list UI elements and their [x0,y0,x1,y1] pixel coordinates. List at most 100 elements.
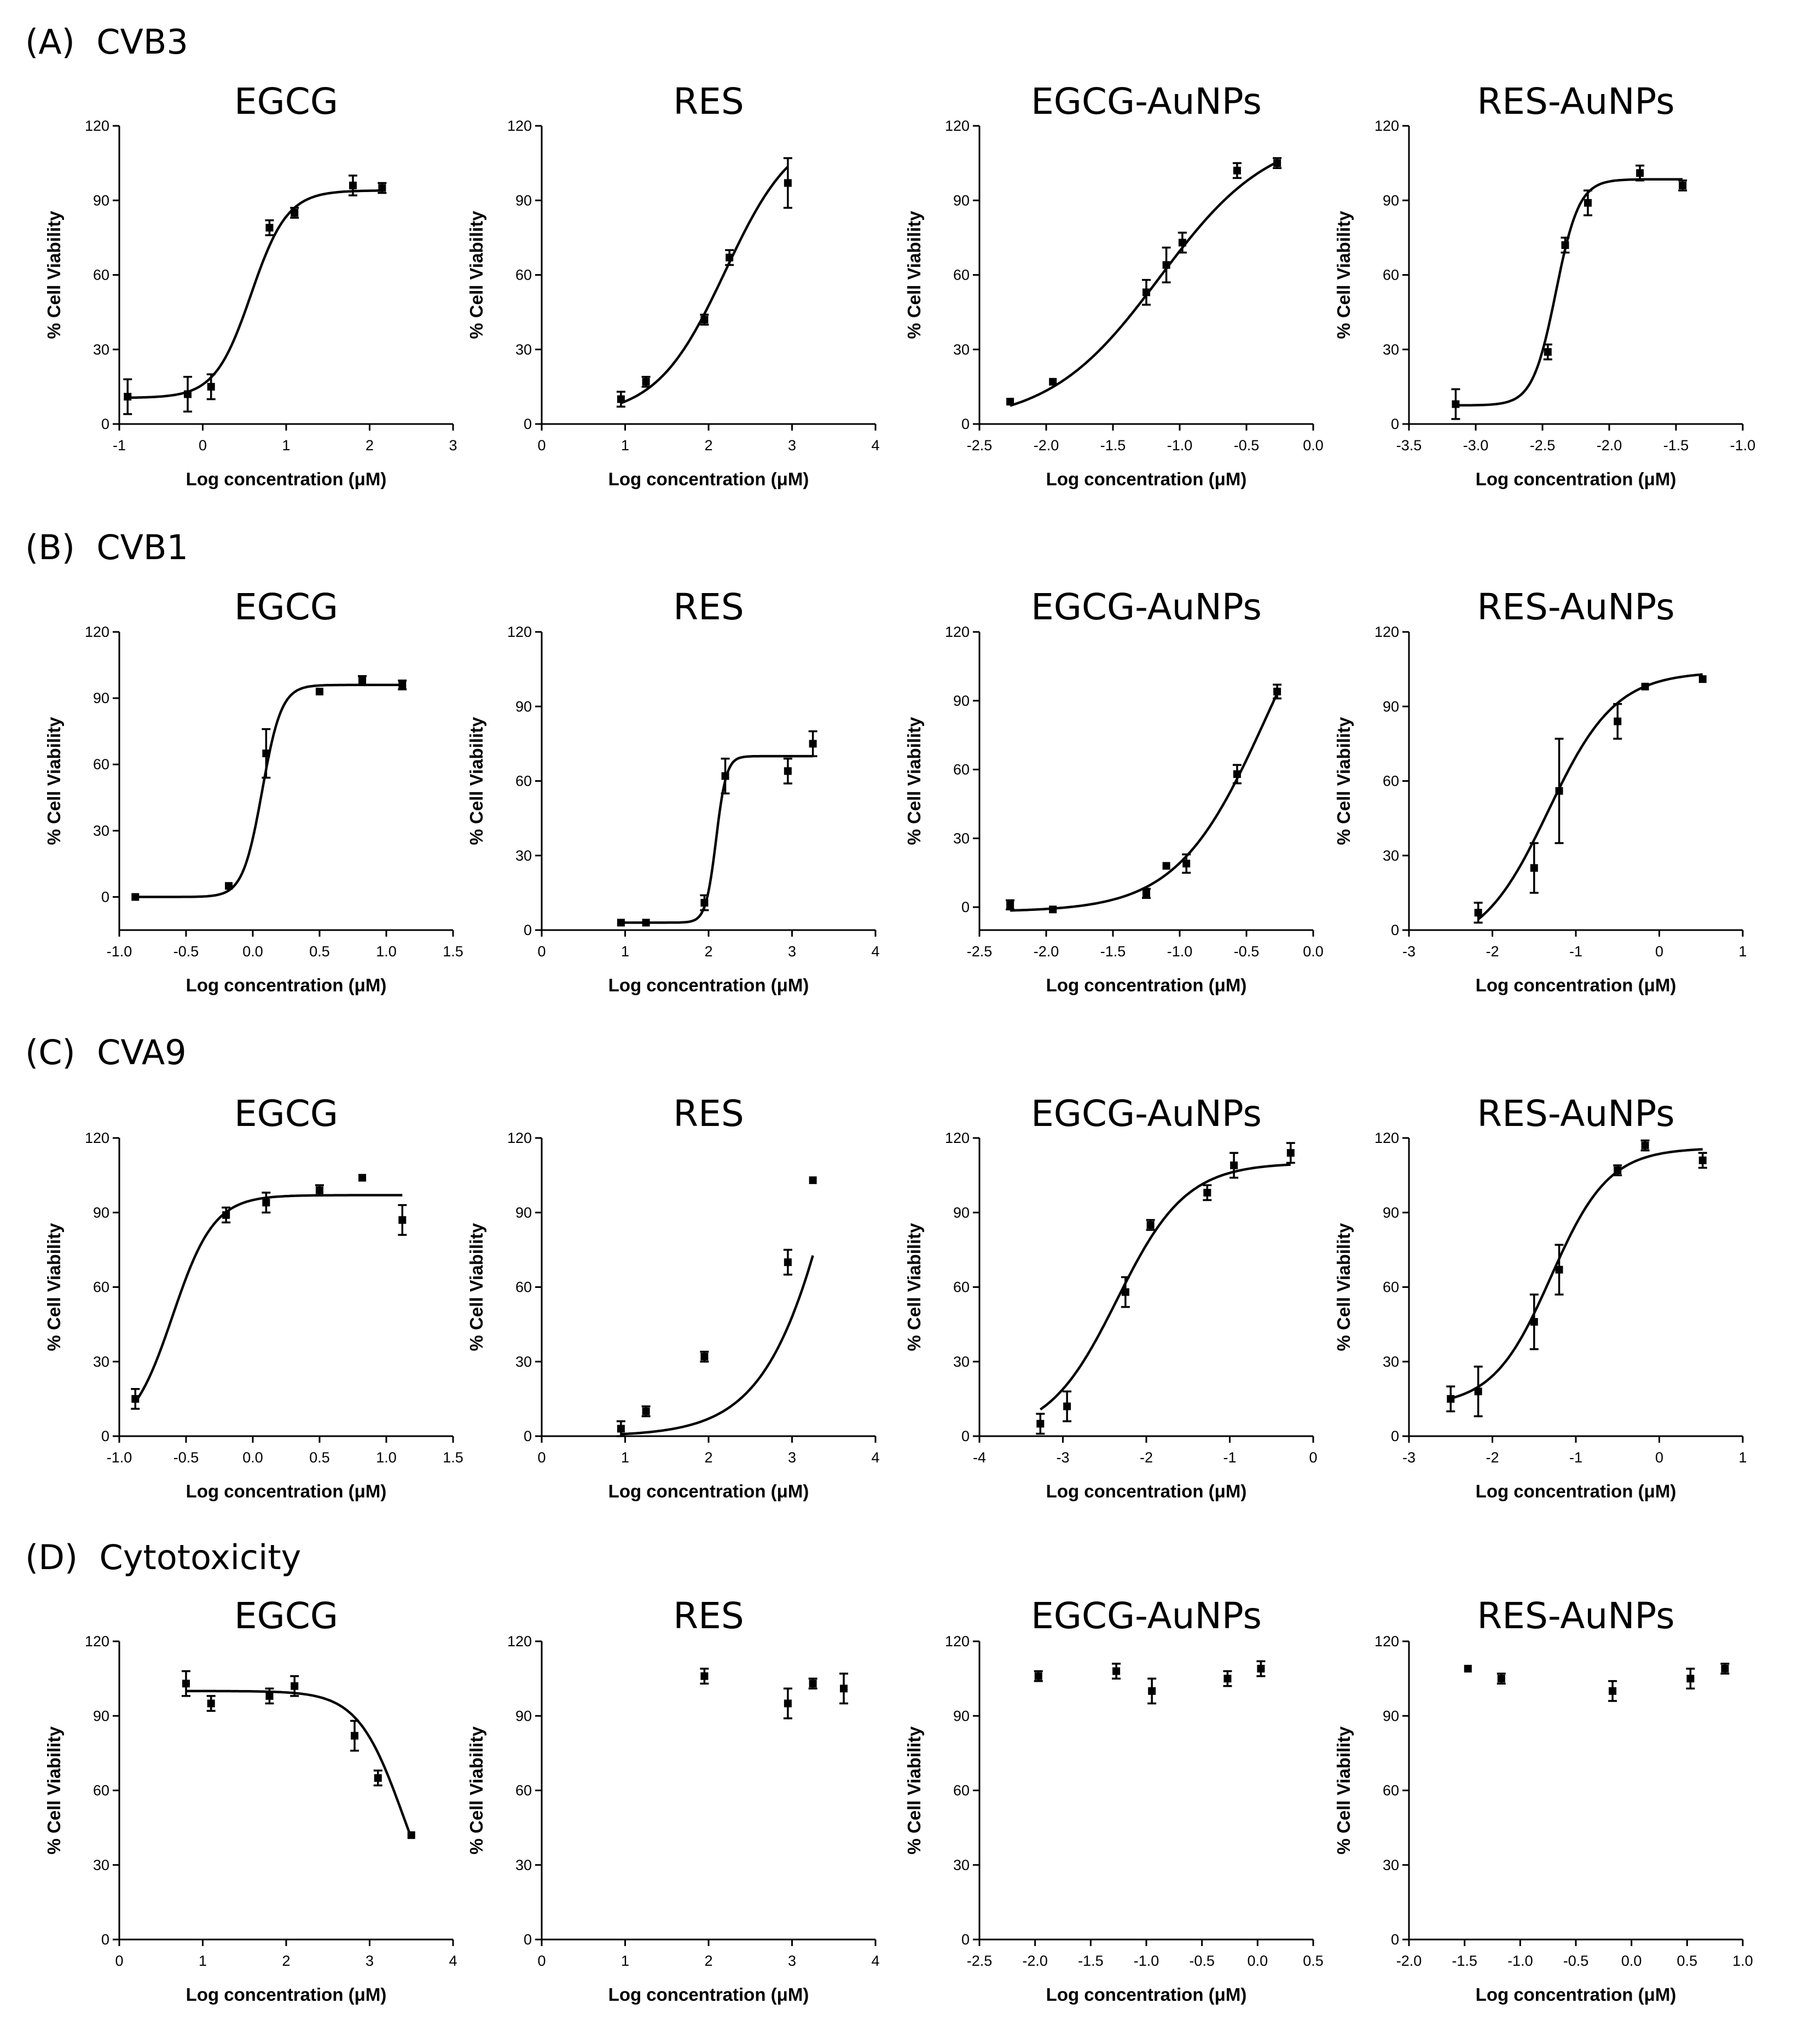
chart-a-cvb3-res-aunps-ytick-label-30: 30 [1383,341,1399,358]
chart-d-cytotoxicity-res-point-0 [700,1672,709,1680]
chart-b-cvb1-res-ytick-label-0: 0 [524,922,532,938]
chart-a-cvb3-res-ytick-label-60: 60 [515,267,532,283]
chart-b-cvb1-egcg-x-axis-label: Log concentration (μM) [186,975,387,995]
chart-b-cvb1-egcg-point-5 [398,681,407,689]
chart-d-cytotoxicity-res-point-3 [840,1685,848,1693]
chart-a-cvb3-egcg-point-0 [124,393,132,401]
chart-c-cva9-res-ytick-label-120: 120 [507,1130,532,1146]
chart-c-cva9-egcg-aunps-fit-curve [1040,1163,1291,1411]
chart-a-cvb3-egcg-aunps-point-1 [1049,378,1057,386]
chart-c-cva9-res-x-axis-label: Log concentration (μM) [608,1481,809,1501]
chart-b-cvb1-res-aunps-point-5 [1698,675,1707,683]
chart-c-cva9-egcg-point-0 [131,1395,140,1403]
chart-b-cvb1-egcg-aunps-point-3 [1162,862,1170,870]
chart-c-cva9-egcg-aunps-point-1 [1063,1402,1071,1410]
chart-c-cva9-res-point-4 [809,1176,817,1184]
chart-d-cytotoxicity-egcg-xtick-label-2: 2 [282,1953,290,1969]
chart-c-cva9-res-aunps-xtick-label-0: -3 [1402,1449,1416,1466]
chart-d-cytotoxicity-egcg-fit-curve [186,1689,413,1839]
chart-d-cytotoxicity-egcg-aunps-y-axis-label: % Cell Viability [904,1726,924,1855]
chart-b-cvb1-res-y-axis-label: % Cell Viability [466,717,486,845]
chart-a-cvb3-egcg-aunps-title: EGCG-AuNPs [1031,80,1262,123]
chart-c-cva9-egcg-aunps-point-0 [1036,1420,1045,1428]
chart-b-cvb1-res-x-axis-label: Log concentration (μM) [608,975,809,995]
chart-b-cvb1-egcg-point-1 [225,882,233,890]
chart-c-cva9-res-aunps-point-6 [1698,1156,1707,1164]
chart-a-cvb3-res-aunps-ytick-label-120: 120 [1374,118,1399,134]
chart-a-cvb3-egcg-ytick-label-60: 60 [93,267,109,283]
chart-c-cva9-egcg-xtick-label-1: -0.5 [173,1449,199,1466]
chart-b-cvb1-egcg-aunps-title: EGCG-AuNPs [1031,586,1262,628]
chart-b-cvb1-egcg-aunps-point-5 [1233,770,1241,778]
chart-b-cvb1-egcg-aunps-ytick-label-30: 30 [953,830,970,846]
chart-b-cvb1-res-ytick-label-30: 30 [515,847,532,864]
chart-d-cytotoxicity-egcg-aunps-point-4 [1257,1664,1265,1673]
chart-a-cvb3-egcg-point-4 [291,208,299,217]
chart-c-cva9-egcg-ytick-label-0: 0 [101,1428,109,1444]
chart-d-cytotoxicity-egcg-ytick-label-60: 60 [93,1782,109,1799]
chart-c-cva9-egcg-xtick-label-0: -1.0 [107,1449,132,1466]
chart-c-cva9-res-aunps-point-2 [1530,1318,1538,1326]
chart-b-cvb1-res-ytick-label-90: 90 [515,698,532,715]
chart-b-cvb1-res-xtick-label-2: 2 [704,943,712,960]
chart-c-cva9-egcg-title: EGCG [234,1093,338,1135]
chart-a-cvb3-res-xtick-label-2: 2 [704,437,712,454]
section-label-d: (D) Cytotoxicity [25,1537,301,1577]
chart-b-cvb1-egcg-aunps-point-1 [1049,905,1057,914]
chart-d-cytotoxicity-egcg-aunps-xtick-label-5: 0.0 [1248,1953,1268,1969]
chart-a-cvb3-egcg-xtick-label-2: 1 [282,437,290,454]
chart-c-cva9-res-aunps-ytick-label-0: 0 [1391,1428,1399,1444]
chart-b-cvb1-egcg-aunps-ytick-label-120: 120 [945,624,970,640]
chart-b-cvb1-res-aunps-point-4 [1641,682,1649,690]
chart-a-cvb3-res-xtick-label-3: 3 [788,437,796,454]
chart-c-cva9-res-aunps-point-4 [1614,1166,1622,1175]
chart-b-cvb1-res-aunps-ytick-label-90: 90 [1383,698,1399,715]
chart-b-cvb1-res-aunps-xtick-label-0: -3 [1402,943,1416,960]
chart-b-cvb1-egcg-xtick-label-4: 1.0 [376,943,397,960]
chart-a-cvb3-res-ytick-label-30: 30 [515,341,532,358]
chart-d-cytotoxicity-egcg-xtick-label-1: 1 [199,1953,207,1969]
chart-c-cva9-res-fit-curve [620,1255,814,1436]
chart-a-cvb3-res-aunps-fit-curve [1455,178,1683,407]
chart-b-cvb1-res-point-5 [809,740,817,748]
chart-c-cva9-egcg-point-4 [358,1174,367,1182]
chart-d-cytotoxicity-egcg-point-6 [407,1831,415,1839]
chart-c-cva9-res-aunps-xtick-label-4: 1 [1738,1449,1747,1466]
chart-a-cvb3-res-y-axis-label: % Cell Viability [466,211,486,339]
chart-b-cvb1-egcg-aunps-point-6 [1273,688,1281,695]
chart-b-cvb1-res-fit-curve [620,754,813,924]
chart-b-cvb1-egcg-aunps-y-axis-label: % Cell Viability [904,717,924,845]
chart-b-cvb1-res-aunps-xtick-label-3: 0 [1655,943,1663,960]
chart-d-cytotoxicity-egcg-aunps-ytick-label-0: 0 [961,1931,970,1948]
chart-c-cva9-res-point-3 [784,1258,792,1267]
chart-c-cva9-res-aunps-ytick-label-90: 90 [1383,1204,1399,1221]
chart-a-cvb3-egcg-ytick-label-120: 120 [85,118,109,134]
chart-d-cytotoxicity-res-aunps-ytick-label-90: 90 [1383,1708,1399,1724]
chart-d-cytotoxicity-res-point-2 [809,1680,817,1688]
chart-a-cvb3-egcg-point-2 [207,382,215,391]
section-label-c: (C) CVA9 [25,1032,187,1072]
chart-a-cvb3-res-aunps-x-axis-label: Log concentration (μM) [1476,469,1677,489]
chart-c-cva9-res-aunps-ytick-label-30: 30 [1383,1354,1399,1370]
section-label-a: (A) CVB3 [25,22,188,62]
chart-c-cva9-egcg: EGCG 0 30 60 90 120 -1.0 -0.5 0.0 0.5 1.0 1.5 Log co… [44,1093,463,1501]
chart-d-cytotoxicity-res-aunps: RES-AuNPs 0 30 60 90 120 -2.0 -1.5 -1.0 -0.5 0.0 0.… [1333,1595,1753,2005]
chart-c-cva9-res-aunps-point-1 [1474,1387,1482,1396]
chart-a-cvb3-res-aunps: RES-AuNPs 0 30 60 90 120 -3.5 -3.0 -2.5 -2.0 -1.5 -… [1333,80,1755,489]
chart-b-cvb1-res-aunps-ytick-label-30: 30 [1383,847,1399,864]
chart-c-cva9-res-point-2 [700,1352,709,1361]
chart-c-cva9-egcg-aunps-xtick-label-0: -4 [973,1449,986,1466]
chart-a-cvb3-res-point-1 [642,378,650,386]
chart-b-cvb1-res-ytick-label-60: 60 [515,773,532,789]
chart-a-cvb3-res-aunps-ytick-label-60: 60 [1383,267,1399,283]
chart-d-cytotoxicity-res-aunps-xtick-label-1: -1.5 [1452,1953,1477,1969]
chart-d-cytotoxicity-egcg: EGCG 0 30 60 90 120 0 1 2 3 4 Log concentration (μM… [44,1595,457,2005]
chart-d-cytotoxicity-res-y-axis-label: % Cell Viability [466,1726,486,1855]
chart-a-cvb3-egcg-aunps-xtick-label-0: -2.5 [967,437,993,454]
chart-a-cvb3-egcg-aunps-ytick-label-0: 0 [961,416,970,432]
chart-c-cva9-res-ytick-label-60: 60 [515,1279,532,1296]
chart-b-cvb1-egcg-aunps-point-4 [1182,860,1191,868]
chart-a-cvb3-egcg-xtick-label-0: -1 [113,437,126,454]
